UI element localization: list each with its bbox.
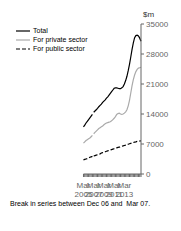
svg-text:28000: 28000 (146, 50, 169, 59)
svg-text:35000: 35000 (146, 20, 169, 29)
svg-text:14000: 14000 (146, 110, 169, 119)
html-text:For public sector: For public sector (33, 45, 85, 52)
html-text:Total: Total (33, 27, 48, 34)
svg-text:Mar2013: Mar2013 (115, 181, 133, 198)
html-text:$m: $m (143, 10, 155, 19)
html-text:Break in series between Dec 06: Break in series between Dec 06 and Mar 0… (10, 200, 151, 207)
svg-text:0: 0 (146, 170, 151, 179)
html-text:For private sector: For private sector (33, 36, 88, 43)
svg-text:21000: 21000 (146, 80, 169, 89)
svg-text:7000: 7000 (146, 140, 164, 149)
